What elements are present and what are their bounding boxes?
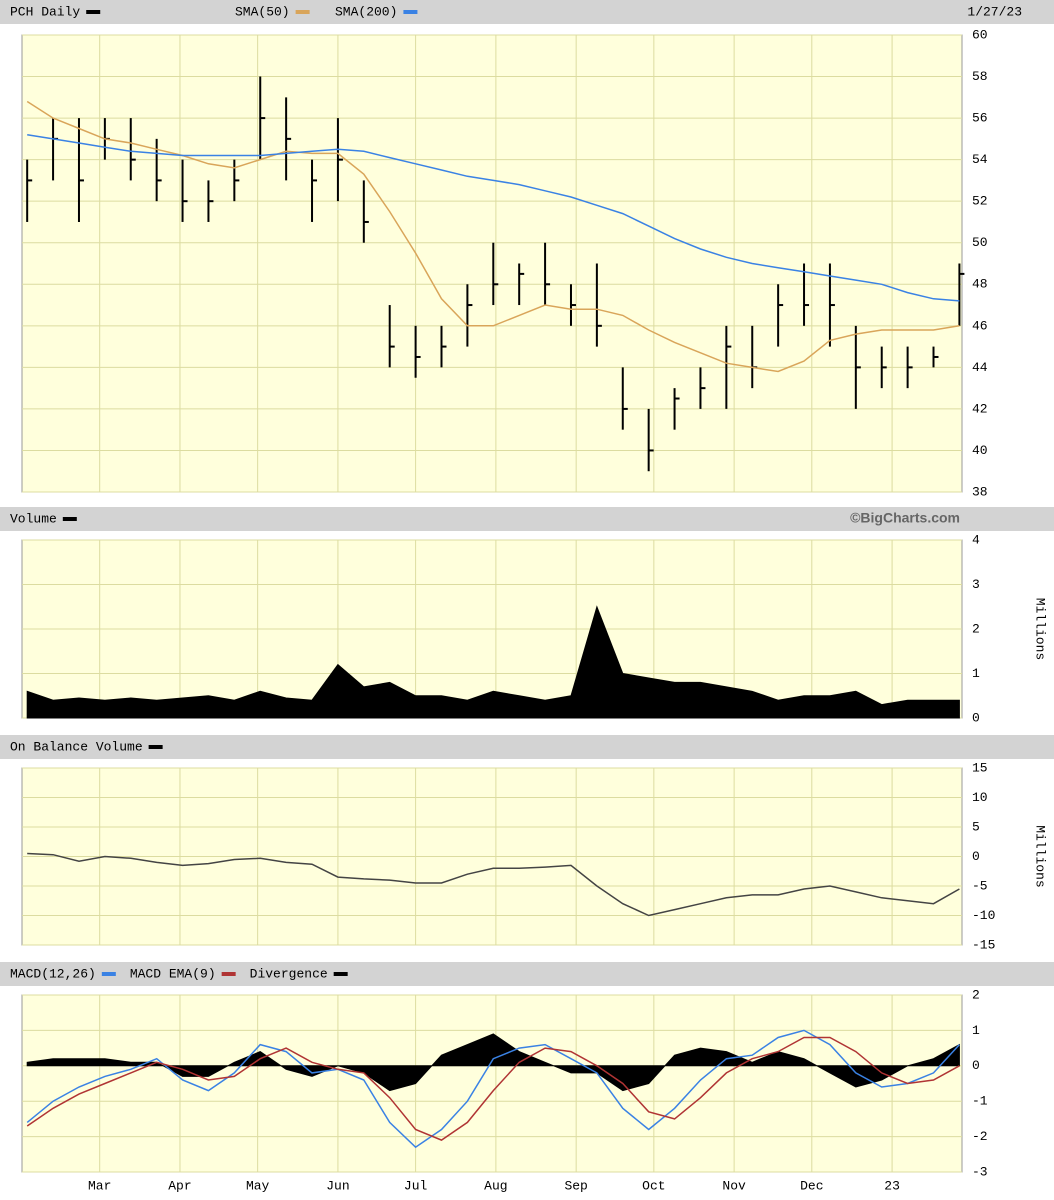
- legend-label: Volume: [10, 511, 57, 526]
- legend-label: On Balance Volume: [10, 739, 143, 754]
- x-tick-label: Jun: [326, 1178, 349, 1193]
- x-tick-label: May: [246, 1178, 270, 1193]
- date-label: 1/27/23: [967, 4, 1022, 19]
- y-tick-label: -10: [972, 908, 995, 923]
- x-tick-label: Aug: [484, 1178, 507, 1193]
- plot-background: [21, 994, 963, 1173]
- panel-header-bar: [0, 507, 1054, 531]
- y-tick-label: 56: [972, 111, 988, 126]
- y-axis-label: Millions: [1033, 825, 1048, 887]
- legend-label: MACD(12,26): [10, 966, 96, 981]
- legend-label: SMA(50): [235, 4, 290, 19]
- series-line: [27, 133, 960, 302]
- y-tick-label: 42: [972, 401, 988, 416]
- panel-header-bar: [0, 735, 1054, 759]
- x-tick-label: Apr: [168, 1178, 191, 1193]
- credit: ©BigCharts.com: [850, 510, 960, 526]
- x-tick-label: Mar: [88, 1178, 111, 1193]
- y-tick-label: 52: [972, 194, 988, 209]
- y-tick-label: -5: [972, 878, 988, 893]
- plot-background: [21, 34, 963, 493]
- y-tick-label: -2: [972, 1129, 988, 1144]
- legend-label: PCH Daily: [10, 4, 80, 19]
- legend-swatch: [333, 972, 348, 976]
- y-tick-label: 50: [972, 235, 988, 250]
- y-tick-label: 15: [972, 760, 988, 775]
- y-tick-label: 46: [972, 318, 988, 333]
- legend-swatch: [148, 745, 163, 749]
- x-tick-label: Dec: [800, 1178, 823, 1193]
- legend-label: MACD EMA(9): [130, 966, 216, 981]
- y-tick-label: 60: [972, 27, 988, 42]
- legend-swatch: [403, 10, 418, 14]
- x-tick-label: 23: [884, 1178, 900, 1193]
- panel-header-bar: [0, 962, 1054, 986]
- legend-swatch: [101, 972, 116, 976]
- y-tick-label: 0: [972, 849, 980, 864]
- legend-label: SMA(200): [335, 4, 397, 19]
- y-tick-label: -15: [972, 937, 995, 952]
- y-tick-label: 5: [972, 819, 980, 834]
- x-tick-label: Sep: [564, 1178, 587, 1193]
- y-tick-label: 1: [972, 666, 980, 681]
- y-tick-label: 0: [972, 1058, 980, 1073]
- y-tick-label: 40: [972, 443, 988, 458]
- y-tick-label: 2: [972, 621, 980, 636]
- legend-swatch: [295, 10, 310, 14]
- x-tick-label: Jul: [404, 1178, 428, 1193]
- y-tick-label: 1: [972, 1023, 980, 1038]
- series-line: [26, 1036, 960, 1141]
- series-line: [27, 852, 960, 917]
- series-area: [26, 605, 960, 719]
- y-axis-label: Millions: [1033, 598, 1048, 660]
- legend-swatch: [86, 10, 101, 14]
- y-tick-label: 0: [972, 710, 980, 725]
- y-tick-label: -1: [972, 1094, 988, 1109]
- y-tick-label: 10: [972, 790, 988, 805]
- y-tick-label: 38: [972, 484, 988, 499]
- y-tick-label: 4: [972, 532, 980, 547]
- y-tick-label: 3: [972, 577, 980, 592]
- y-tick-label: 54: [972, 152, 988, 167]
- legend-label: Divergence: [250, 966, 328, 981]
- series-line: [26, 1029, 960, 1149]
- y-tick-label: 2: [972, 987, 980, 1002]
- x-tick-label: Oct: [642, 1178, 665, 1193]
- panel-header-bar: [0, 0, 1054, 24]
- legend-swatch: [62, 517, 77, 521]
- x-tick-label: Nov: [722, 1178, 746, 1193]
- y-tick-label: -3: [972, 1164, 988, 1179]
- y-tick-label: 48: [972, 277, 988, 292]
- legend-swatch: [221, 972, 236, 976]
- y-tick-label: 44: [972, 360, 988, 375]
- y-tick-label: 58: [972, 69, 988, 84]
